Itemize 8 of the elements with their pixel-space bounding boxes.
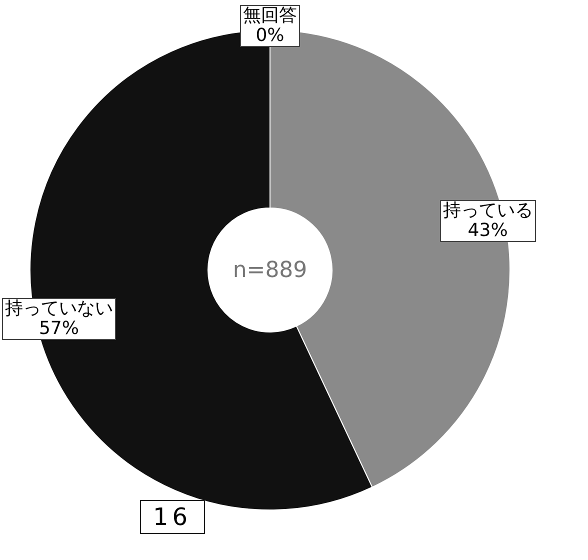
slice-label: 持っている <box>442 200 533 222</box>
text: 16 <box>140 500 205 534</box>
data-label: 57% <box>38 318 80 339</box>
category-label: 無回答 <box>243 5 297 26</box>
text: 0% <box>256 25 284 46</box>
text: n=889 <box>232 258 308 283</box>
data-label: 43% <box>466 220 509 242</box>
slice-label: 持っていない <box>5 298 113 319</box>
